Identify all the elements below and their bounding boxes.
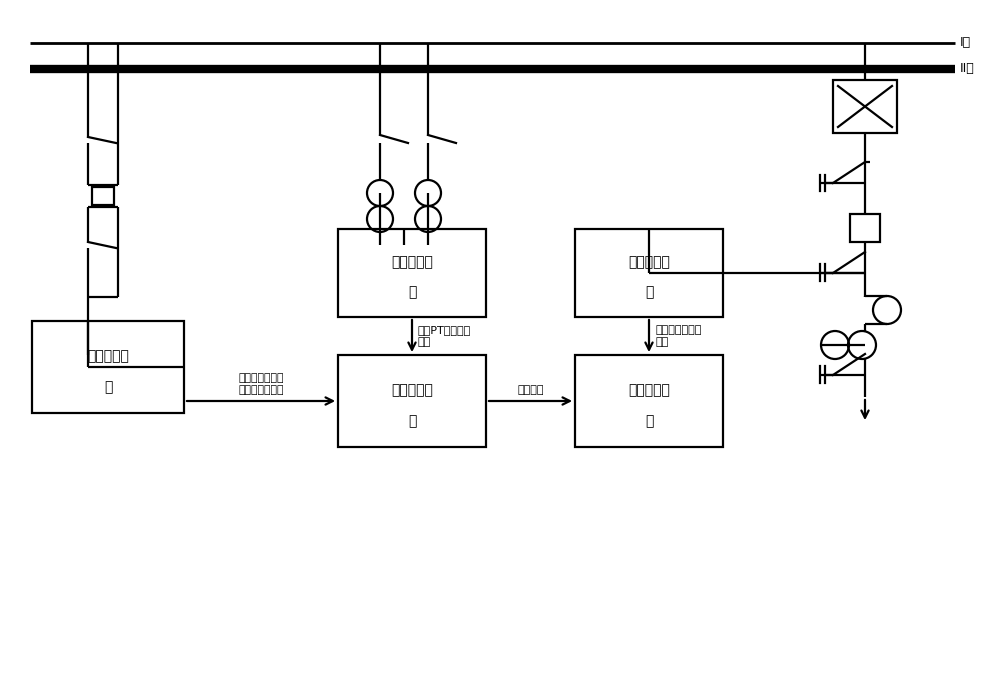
Bar (338, 355, 486, 447)
Text: 元: 元 (408, 414, 416, 428)
Text: 端: 端 (645, 286, 653, 299)
Text: 母线合并单: 母线合并单 (391, 383, 433, 397)
Text: 间隔合并单: 间隔合并单 (628, 383, 670, 397)
Text: 端: 端 (408, 286, 416, 299)
Text: I母: I母 (960, 36, 971, 49)
Text: 间隔智能终: 间隔智能终 (628, 256, 670, 269)
Text: 母线PT刀闸位置
信号: 母线PT刀闸位置 信号 (418, 325, 471, 347)
Text: 母线侧刀闸位置
信号: 母线侧刀闸位置 信号 (655, 325, 701, 347)
Bar (850, 214, 880, 242)
Text: 母联断路器、母
联刀闸位置信号: 母联断路器、母 联刀闸位置信号 (238, 373, 284, 395)
Bar (575, 229, 723, 317)
Bar (833, 80, 897, 133)
Bar (92, 187, 114, 205)
Text: 母线电压: 母线电压 (517, 385, 544, 395)
Text: 母联智能终: 母联智能终 (87, 349, 129, 363)
Text: 端: 端 (104, 380, 112, 395)
Bar (32, 321, 184, 413)
Bar (338, 229, 486, 317)
Bar (575, 355, 723, 447)
Text: 元: 元 (645, 414, 653, 428)
Text: 母线智能终: 母线智能终 (391, 256, 433, 269)
Text: II母: II母 (960, 62, 975, 75)
